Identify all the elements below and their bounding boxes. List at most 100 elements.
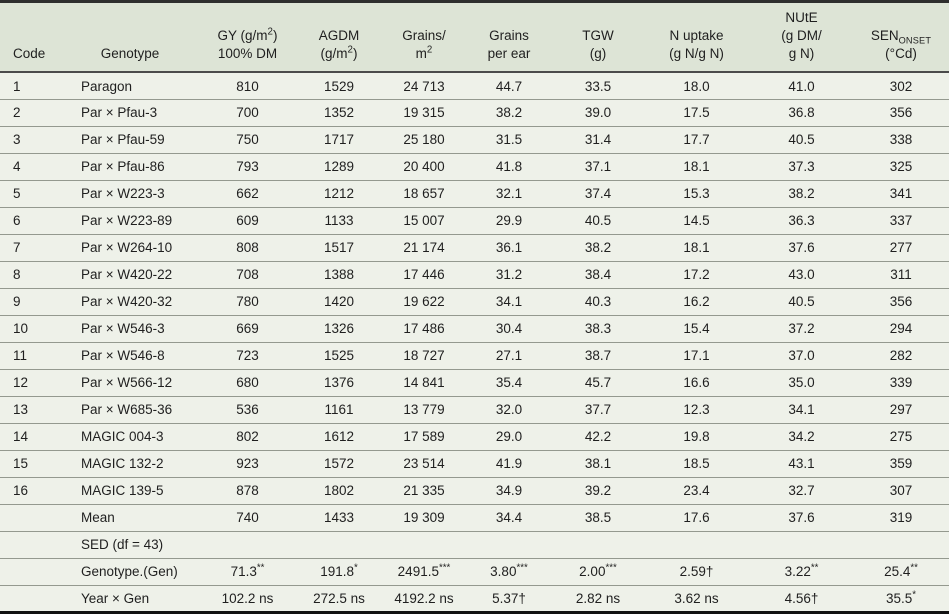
- cell-code: [0, 503, 60, 532]
- cell-n_uptake: 16.6: [643, 368, 750, 397]
- cell-nute: 37.0: [750, 341, 853, 370]
- cell-gy: 740: [200, 503, 295, 532]
- cell-grains_m2: 21 174: [383, 233, 465, 262]
- cell-grains_ear: 31.5: [465, 125, 553, 154]
- cell-tgw: 38.4: [553, 260, 643, 289]
- cell-grains_ear: 34.9: [465, 476, 553, 505]
- cell-tgw: 37.7: [553, 395, 643, 424]
- cell-n_uptake: 16.2: [643, 287, 750, 316]
- cell-tgw: 42.2: [553, 422, 643, 451]
- cell-tgw: 31.4: [553, 125, 643, 154]
- table-header: Code Genotype GY (g/m2) 100% DM AGDM (g/m2) Gr…: [0, 1, 949, 74]
- cell-genotype: Par × Pfau-3: [60, 98, 200, 127]
- cell-tgw: [553, 530, 643, 559]
- table-row: SED (df = 43): [0, 530, 949, 559]
- cell-grains_ear: [465, 530, 553, 559]
- cell-tgw: 40.3: [553, 287, 643, 316]
- cell-n_uptake: 18.1: [643, 233, 750, 262]
- cell-agdm: 1525: [295, 341, 383, 370]
- cell-n_uptake: 15.4: [643, 314, 750, 343]
- cell-genotype: Par × W223-89: [60, 206, 200, 235]
- table-row: 2 Par × Pfau-3 700 1352 19 315 38.2 39.0 17.5 36…: [0, 98, 949, 127]
- cell-agdm: 1289: [295, 152, 383, 181]
- cell-genotype: MAGIC 004-3: [60, 422, 200, 451]
- cell-grains_m2: [383, 530, 465, 559]
- cell-n_uptake: 18.0: [683, 78, 710, 94]
- column-header-agdm: AGDM (g/m2): [295, 1, 383, 74]
- cell-grains_m2: 17 486: [383, 314, 465, 343]
- cell-sen_onset: 359: [853, 449, 949, 478]
- table-row: 10 Par × W546-3 669 1326 17 486 30.4 38.3 15.4 3…: [0, 314, 949, 343]
- cell-grains_ear: 38.2: [465, 98, 553, 127]
- cell-genotype: Par × W264-10: [60, 233, 200, 262]
- cell-grains_ear: 3.80***: [465, 557, 553, 586]
- cell-grains_m2: 20 400: [383, 152, 465, 181]
- cell-grains_ear: 29.9: [465, 206, 553, 235]
- cell-sen_onset: 275: [853, 422, 949, 451]
- table-row: 3 Par × Pfau-59 750 1717 25 180 31.5 31.4 17.7 4…: [0, 125, 949, 154]
- cell-agdm: 1529: [323, 78, 355, 94]
- cell-n_uptake: 18.5: [643, 449, 750, 478]
- cell-agdm: 1212: [295, 179, 383, 208]
- cell-grains_m2: 24 713: [403, 78, 445, 94]
- cell-grains_m2: 18 727: [383, 341, 465, 370]
- cell-grains_m2: 17 446: [383, 260, 465, 289]
- cell-code: 16: [0, 476, 60, 505]
- table-row: 6 Par × W223-89 609 1133 15 007 29.9 40.5 14.5 3…: [0, 206, 949, 235]
- cell-nute: 37.3: [750, 152, 853, 181]
- cell-agdm: 1802: [295, 476, 383, 505]
- cell-n_uptake: [643, 530, 750, 559]
- cell-agdm: 1433: [295, 503, 383, 532]
- cell-code: 14: [0, 422, 60, 451]
- column-header-code: Code: [0, 1, 60, 74]
- cell-tgw: 37.4: [553, 179, 643, 208]
- cell-genotype: Par × W223-3: [60, 179, 200, 208]
- column-header-nute: NUtE (g DM/g N): [750, 1, 853, 74]
- cell-code: [0, 584, 60, 613]
- cell-grains_ear: 5.37†: [465, 584, 553, 613]
- cell-code: 1: [13, 78, 21, 94]
- cell-grains_m2: 14 841: [383, 368, 465, 397]
- cell-grains_ear: 41.8: [465, 152, 553, 181]
- cell-tgw: 33.5: [584, 78, 612, 94]
- column-header-grains_m2: Grains/m2: [383, 1, 465, 74]
- cell-genotype: MAGIC 139-5: [60, 476, 200, 505]
- cell-gy: 810: [236, 78, 259, 94]
- cell-grains_ear: 35.4: [465, 368, 553, 397]
- cell-sen_onset: 282: [853, 341, 949, 370]
- cell-tgw: 38.2: [553, 233, 643, 262]
- cell-nute: 3.22**: [750, 557, 853, 586]
- cell-nute: 36.3: [750, 206, 853, 235]
- cell-gy: 878: [200, 476, 295, 505]
- cell-agdm: 1388: [295, 260, 383, 289]
- cell-tgw: 39.2: [553, 476, 643, 505]
- cell-agdm: 191.8*: [295, 557, 383, 586]
- cell-code: [0, 557, 60, 586]
- cell-nute: 38.2: [750, 179, 853, 208]
- table-row: Year × Gen 102.2 ns 272.5 ns 4192.2 ns 5.37†…: [0, 584, 949, 613]
- cell-tgw: 38.5: [553, 503, 643, 532]
- cell-agdm: 1352: [295, 98, 383, 127]
- cell-gy: 923: [200, 449, 295, 478]
- cell-grains_ear: 29.0: [465, 422, 553, 451]
- cell-genotype: Mean: [60, 503, 200, 532]
- cell-genotype: MAGIC 132-2: [60, 449, 200, 478]
- table-row: Genotype.(Gen) 71.3** 191.8* 2491.5*** 3.80*…: [0, 557, 949, 586]
- cell-nute: 37.2: [750, 314, 853, 343]
- cell-gy: 662: [200, 179, 295, 208]
- cell-code: 13: [0, 395, 60, 424]
- cell-tgw: 45.7: [553, 368, 643, 397]
- cell-agdm: 1161: [295, 395, 383, 424]
- cell-nute: 41.0: [788, 78, 815, 94]
- cell-sen_onset: 297: [853, 395, 949, 424]
- cell-n_uptake: 15.3: [643, 179, 750, 208]
- cell-genotype: Par × W546-8: [60, 341, 200, 370]
- column-header-grains_ear: Grains per ear: [465, 1, 553, 74]
- cell-agdm: 1717: [295, 125, 383, 154]
- cell-grains_ear: 34.4: [465, 503, 553, 532]
- table-header-row: Code Genotype GY (g/m2) 100% DM AGDM (g/m2) Gr…: [0, 1, 949, 74]
- cell-grains_ear: 31.2: [465, 260, 553, 289]
- cell-n_uptake: 17.6: [643, 503, 750, 532]
- cell-sen_onset: 339: [853, 368, 949, 397]
- cell-grains_m2: 25 180: [383, 125, 465, 154]
